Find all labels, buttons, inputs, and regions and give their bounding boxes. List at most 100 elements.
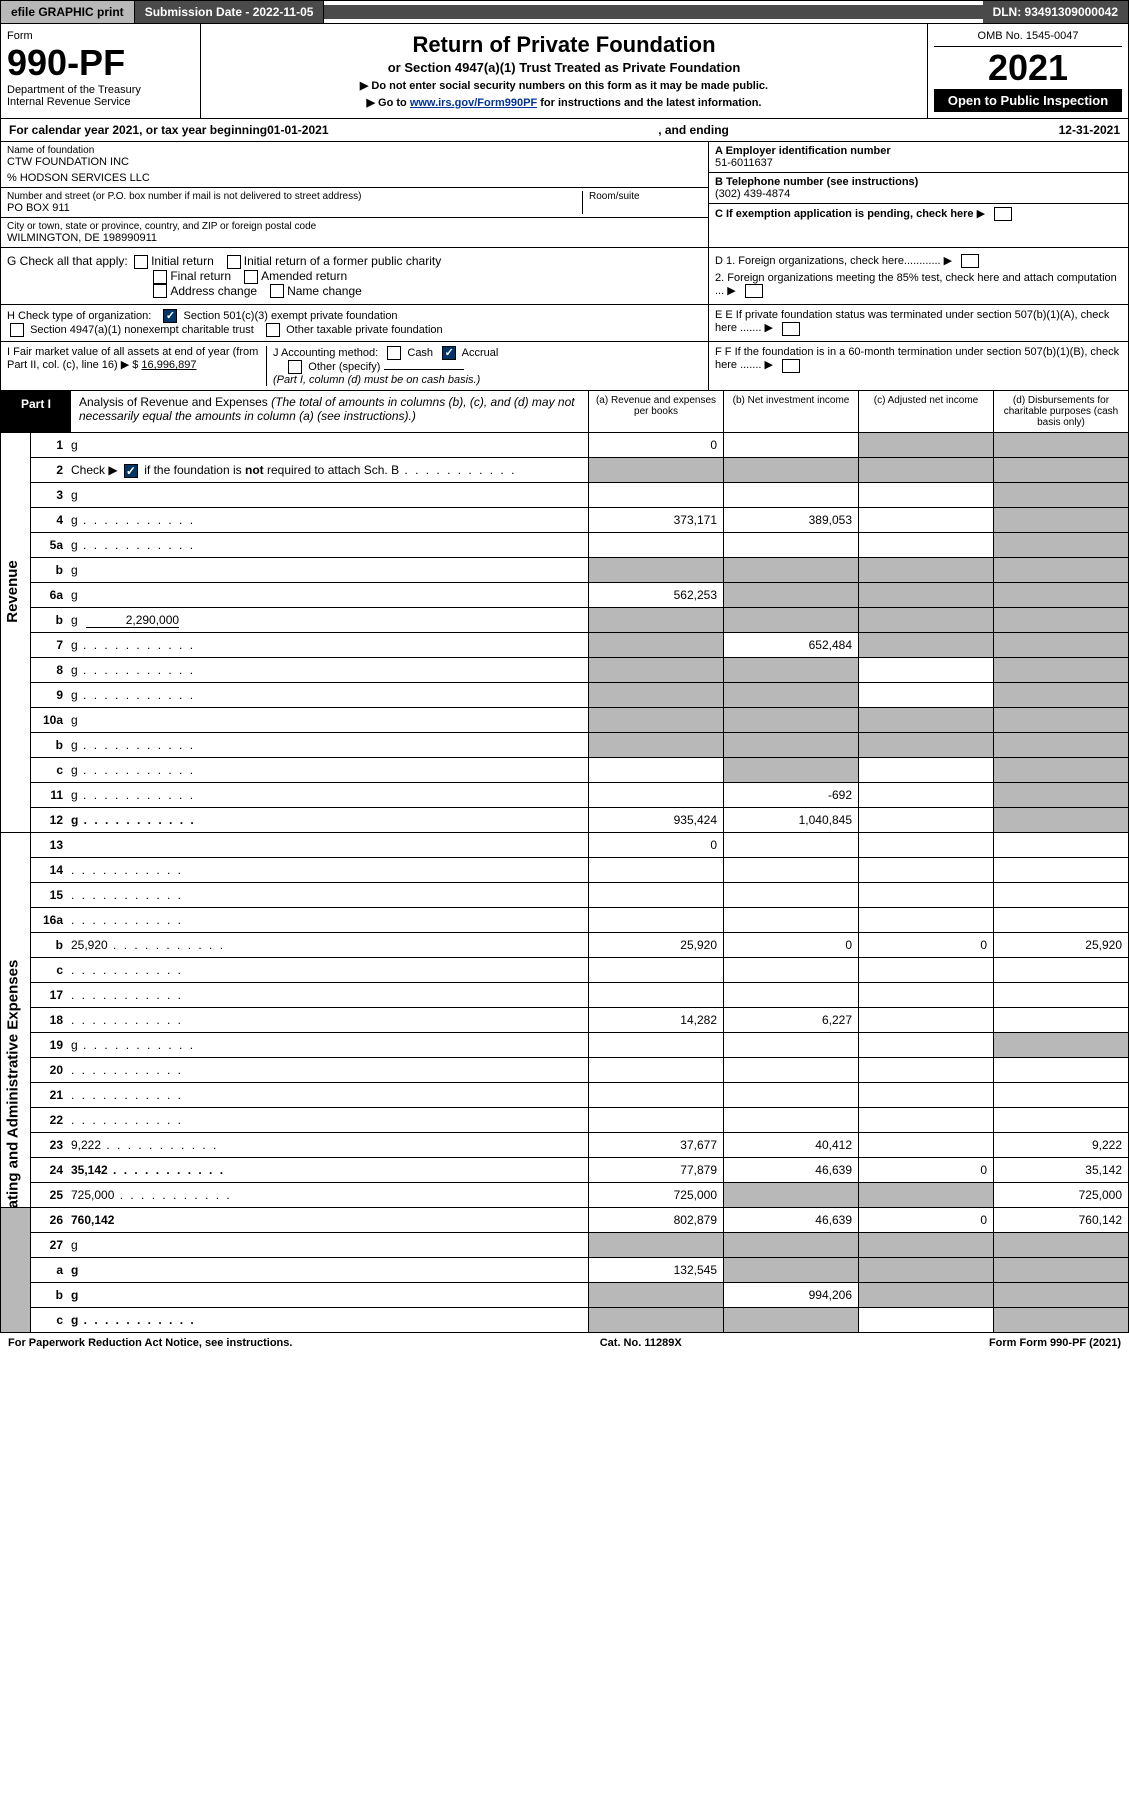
cell-b — [723, 758, 858, 782]
cell-c — [858, 483, 993, 507]
table-row: bg994,206 — [31, 1283, 1128, 1308]
cell-a: 77,879 — [588, 1158, 723, 1182]
cell-c — [858, 583, 993, 607]
cell-b: 1,040,845 — [723, 808, 858, 832]
efile-print-button[interactable]: efile GRAPHIC print — [1, 1, 135, 23]
c-checkbox[interactable] — [994, 207, 1012, 221]
table-row: 27g — [31, 1233, 1128, 1258]
d2-checkbox[interactable] — [745, 284, 763, 298]
row-description — [67, 843, 588, 847]
e-checkbox[interactable] — [782, 322, 800, 336]
row-number: 1 — [31, 436, 67, 454]
row-description — [67, 1061, 588, 1079]
table-row: 20 — [31, 1058, 1128, 1083]
cell-c — [858, 858, 993, 882]
cell-b — [723, 1258, 858, 1282]
row-number: 17 — [31, 986, 67, 1004]
row-description: g — [67, 661, 588, 679]
row-description — [67, 886, 588, 904]
c-label: C If exemption application is pending, c… — [715, 208, 974, 220]
j-other-input[interactable] — [384, 369, 464, 370]
f-right: F F If the foundation is in a 60-month t… — [708, 342, 1128, 390]
cell-b — [723, 658, 858, 682]
cell-d: 9,222 — [993, 1133, 1128, 1157]
row-number: 5a — [31, 536, 67, 554]
topbar-spacer — [324, 5, 982, 19]
cell-d — [993, 1258, 1128, 1282]
info-right: A Employer identification number 51-6011… — [708, 142, 1128, 247]
irs-link[interactable]: www.irs.gov/Form990PF — [410, 97, 537, 109]
department-label: Department of the Treasury Internal Reve… — [7, 84, 194, 108]
address-row: Number and street (or P.O. box number if… — [1, 188, 708, 218]
cell-c — [858, 758, 993, 782]
cell-b — [723, 608, 858, 632]
cell-b — [723, 433, 858, 457]
h-4947-checkbox[interactable] — [10, 323, 24, 337]
form-label: Form — [7, 30, 194, 42]
row-description: g — [67, 786, 588, 804]
row-number: 9 — [31, 686, 67, 704]
cell-d — [993, 433, 1128, 457]
g-final-checkbox[interactable] — [153, 270, 167, 284]
form-number: 990-PF — [7, 42, 194, 84]
row-description: g — [67, 561, 588, 579]
g-opt-2: Final return — [170, 269, 231, 283]
row-number: 2 — [31, 461, 67, 479]
f-label: F If the foundation is in a 60-month ter… — [715, 346, 1119, 371]
d1-checkbox[interactable] — [961, 254, 979, 268]
table-row: 2Check ▶ ✓ if the foundation is not requ… — [31, 458, 1128, 483]
cal-mid: , and ending — [329, 123, 1059, 137]
cell-a — [588, 683, 723, 707]
cell-b — [723, 1083, 858, 1107]
cell-b — [723, 1183, 858, 1207]
cell-d — [993, 458, 1128, 482]
cell-c — [858, 608, 993, 632]
g-left: G Check all that apply: Initial return I… — [1, 248, 708, 304]
cell-b: 40,412 — [723, 1133, 858, 1157]
g-address-checkbox[interactable] — [153, 284, 167, 298]
part1-title-text: Analysis of Revenue and Expenses — [79, 395, 268, 409]
table-row: 16a — [31, 908, 1128, 933]
submission-date: Submission Date - 2022-11-05 — [135, 1, 325, 23]
cell-c: 0 — [858, 1158, 993, 1182]
row-description — [67, 1086, 588, 1104]
row-number: 24 — [31, 1161, 67, 1179]
cell-d — [993, 958, 1128, 982]
table-row: 1g0 — [31, 433, 1128, 458]
cell-a — [588, 1033, 723, 1057]
j-other-checkbox[interactable] — [288, 360, 302, 374]
h-501c3-checkbox[interactable]: ✓ — [163, 309, 177, 323]
g-name-checkbox[interactable] — [270, 284, 284, 298]
row-number: b — [31, 561, 67, 579]
g-initial-checkbox[interactable] — [134, 255, 148, 269]
j-cash-checkbox[interactable] — [387, 346, 401, 360]
h-other-checkbox[interactable] — [266, 323, 280, 337]
expenses-side-label: Operating and Administrative Expenses — [1, 833, 31, 1207]
table-row: 10ag — [31, 708, 1128, 733]
g-opt-3: Amended return — [261, 269, 347, 283]
cell-b — [723, 1033, 858, 1057]
table-row: 6ag562,253 — [31, 583, 1128, 608]
table-row: 14 — [31, 858, 1128, 883]
cell-c — [858, 1033, 993, 1057]
col-c-header: (c) Adjusted net income — [858, 391, 993, 432]
cell-a — [588, 633, 723, 657]
f-checkbox[interactable] — [782, 359, 800, 373]
cell-d — [993, 733, 1128, 757]
row-number: a — [31, 1261, 67, 1279]
cell-c — [858, 433, 993, 457]
cell-b — [723, 958, 858, 982]
cell-c — [858, 958, 993, 982]
name-label: Name of foundation — [7, 145, 702, 156]
g-initial-former-checkbox[interactable] — [227, 255, 241, 269]
cell-d — [993, 783, 1128, 807]
row-number: 27 — [31, 1236, 67, 1254]
g-amended-checkbox[interactable] — [244, 270, 258, 284]
cell-b: 46,639 — [723, 1208, 858, 1232]
cell-b — [723, 1308, 858, 1332]
cell-a — [588, 783, 723, 807]
cell-d — [993, 508, 1128, 532]
cell-c — [858, 883, 993, 907]
j-accrual-checkbox[interactable]: ✓ — [442, 346, 456, 360]
cell-c — [858, 808, 993, 832]
